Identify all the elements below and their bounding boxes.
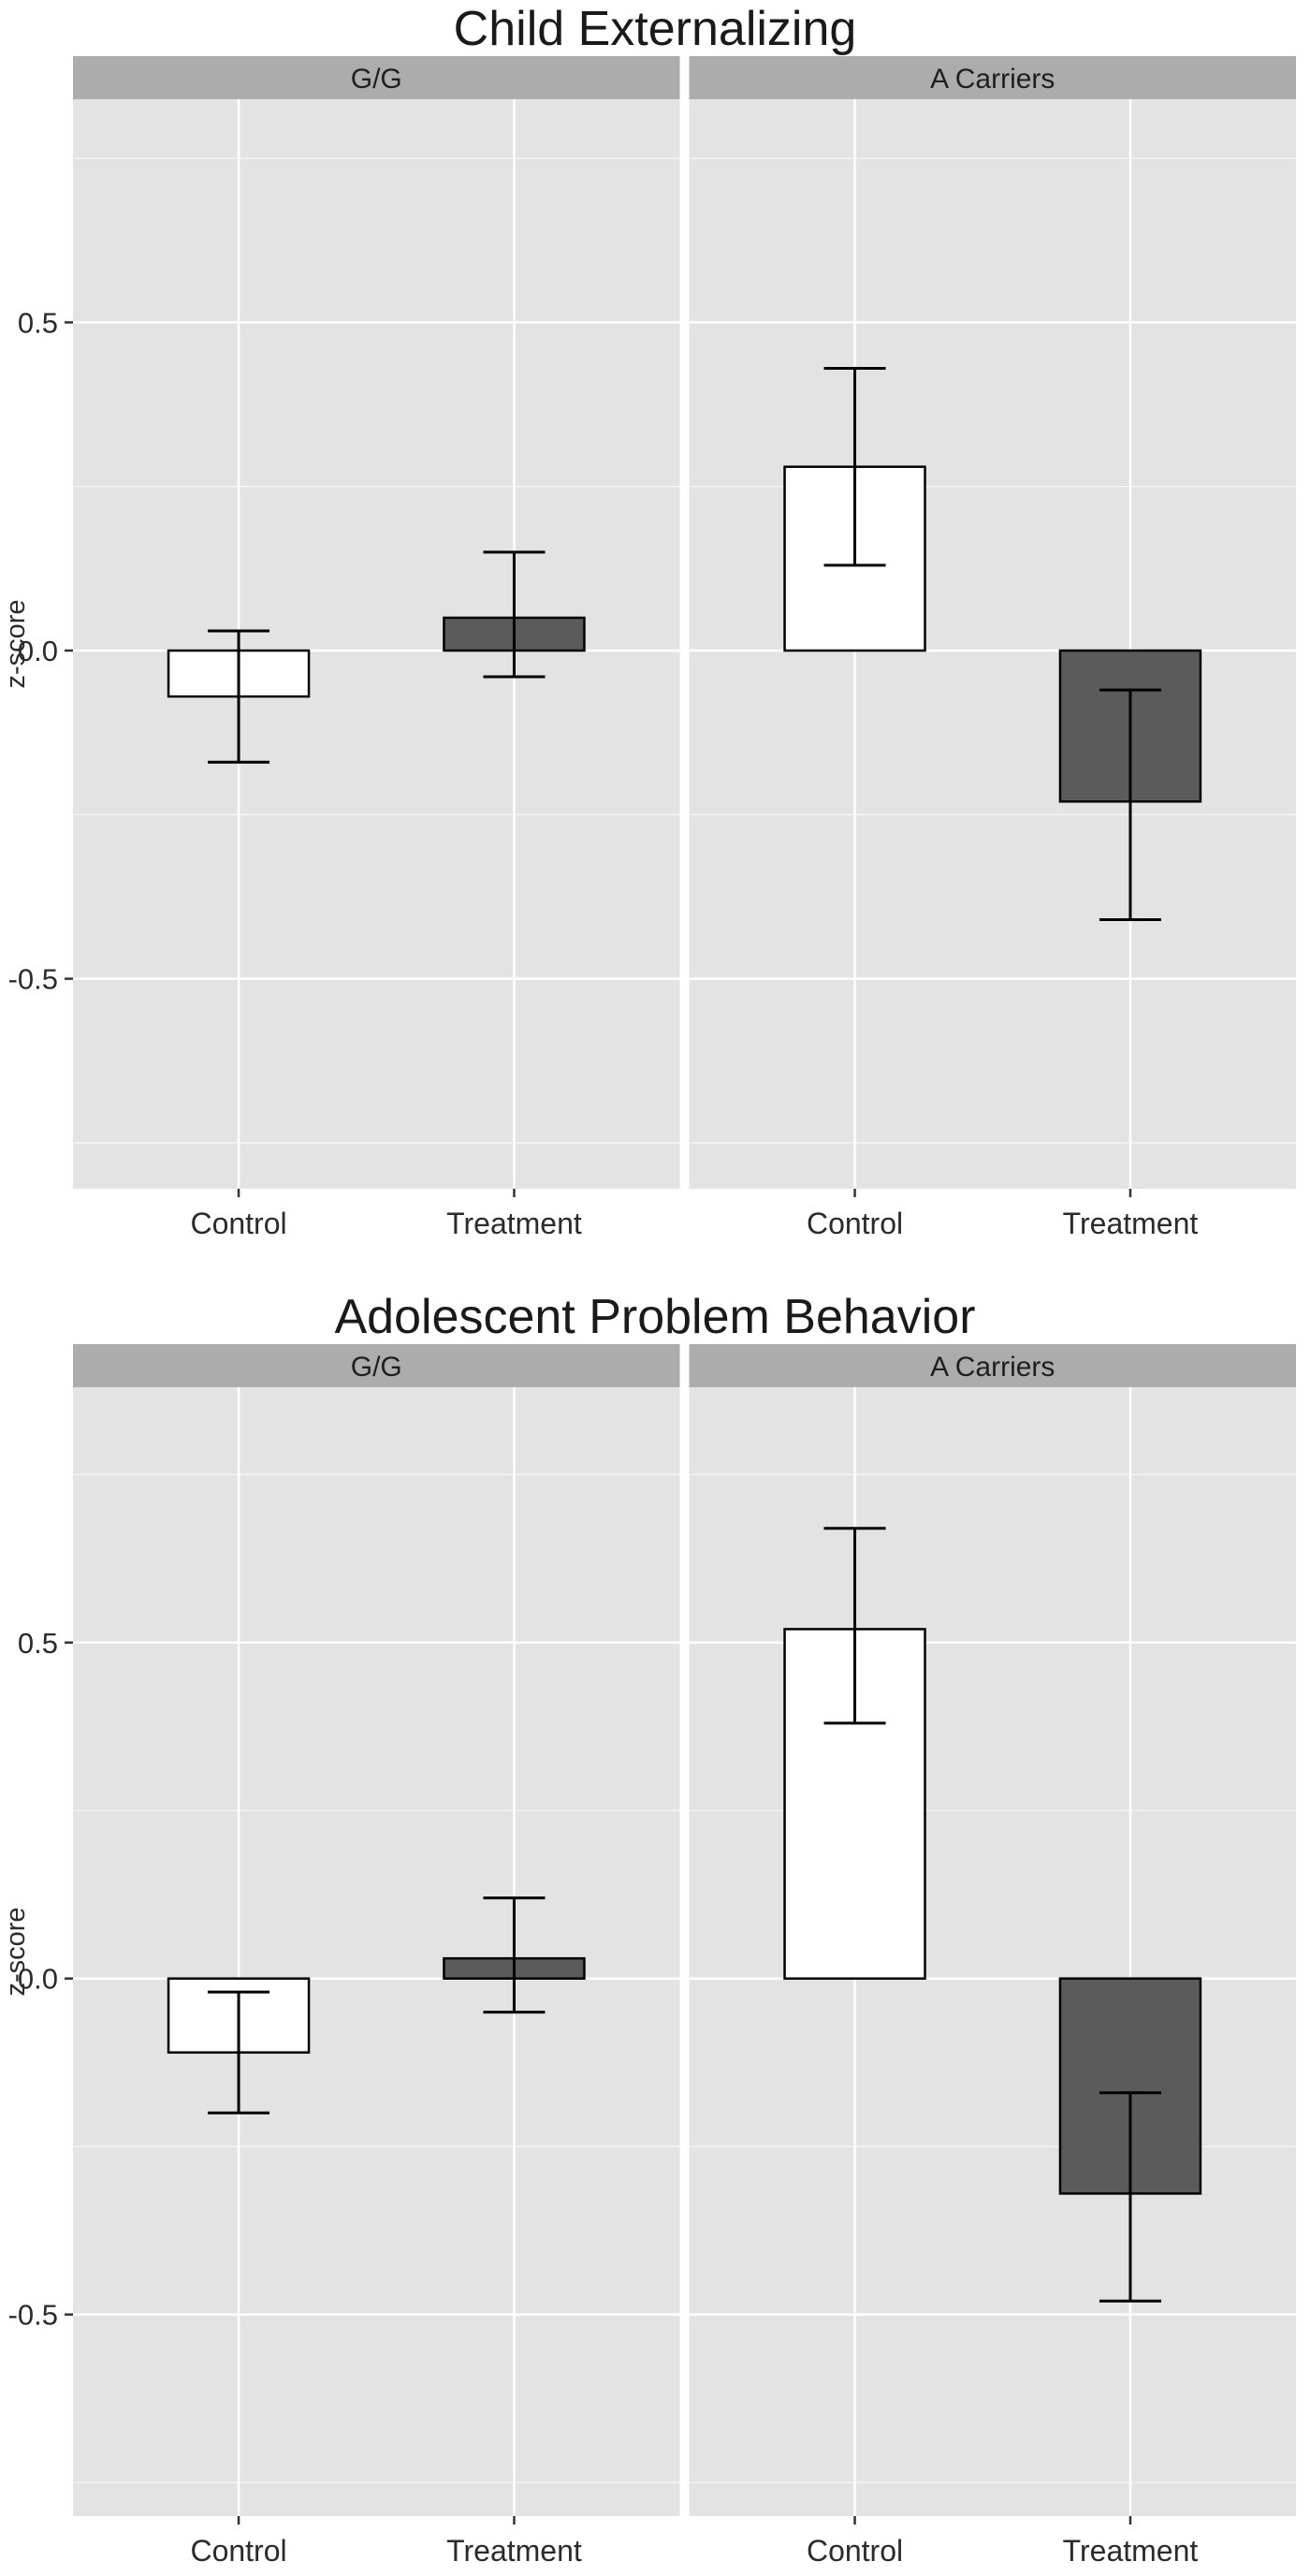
x-tick-label: Control: [807, 2534, 903, 2568]
facet-panel: A Carriers Control Treatment: [689, 56, 1296, 1240]
panel-background: [73, 99, 680, 1189]
y-tick-label: 0.0: [18, 635, 58, 667]
y-tick-label: 0.5: [18, 1627, 58, 1660]
y-tick-label: 0.0: [18, 1963, 58, 1996]
facet-panel: A Carriers Control Treatment: [689, 1344, 1296, 2568]
y-axis-title: z-score: [1, 1907, 31, 1996]
y-axis-title: z-score: [1, 599, 31, 688]
facet-strip-label: G/G: [351, 64, 402, 95]
facet-strip: [73, 1344, 680, 1387]
y-tick-label: 0.5: [18, 306, 58, 339]
facet-panel: G/G Control Treatment: [73, 1344, 680, 2568]
panel-background: [73, 1387, 680, 2516]
x-tick-label: Treatment: [446, 1207, 582, 1240]
chart-title-child-externalizing: Child Externalizing: [453, 2, 857, 56]
panel-background: [689, 1387, 1296, 2516]
facet-strip-label: A Carriers: [930, 1352, 1055, 1383]
panel-background: [689, 99, 1296, 1189]
x-tick-label: Control: [807, 1207, 903, 1240]
facet-strip: [689, 56, 1296, 99]
x-tick-label: Treatment: [1063, 2534, 1199, 2568]
x-tick-label: Treatment: [1063, 1207, 1199, 1240]
y-tick-label: -0.5: [8, 963, 58, 996]
facet-strip-label: A Carriers: [930, 64, 1055, 95]
chart-title-adolescent-problem-behavior: Adolescent Problem Behavior: [334, 1290, 976, 1344]
chart-adolescent-problem-behavior: Adolescent Problem Behavior G/G Control Tr…: [0, 1288, 1310, 2576]
y-tick-label: -0.5: [8, 2299, 58, 2332]
facet-strip: [73, 56, 680, 99]
facet-panel: G/G Control Treatment: [73, 56, 680, 1240]
chart-plot-adolescent-problem-behavior: G/G Control Treatment A Carriers Control Trea…: [1, 1344, 1296, 2568]
facet-strip: [689, 1344, 1296, 1387]
chart-child-externalizing: Child Externalizing G/G Control Treatment A…: [1, 2, 1296, 1240]
x-tick-label: Treatment: [446, 2534, 582, 2568]
x-tick-label: Control: [190, 2534, 286, 2568]
chart-plot-child-externalizing: G/G Control Treatment A Carriers Control Trea…: [1, 56, 1296, 1240]
facet-strip-label: G/G: [351, 1352, 402, 1383]
x-tick-label: Control: [190, 1207, 286, 1240]
